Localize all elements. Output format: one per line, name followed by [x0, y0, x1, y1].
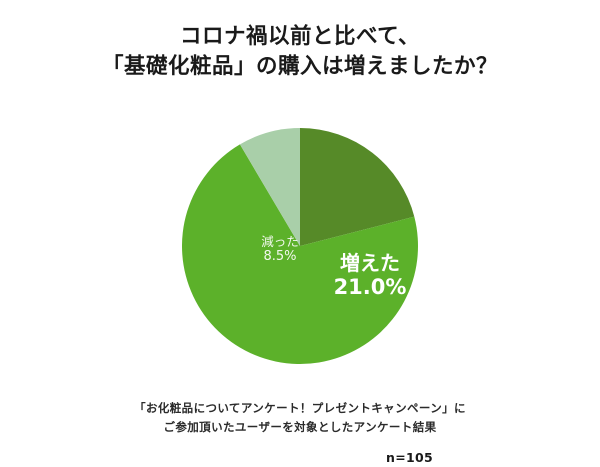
- footnote: 「お化粧品についてアンケート！プレゼントキャンペーン」に ご参加頂いたユーザーを…: [0, 399, 600, 437]
- title-line-2: 「基礎化粧品」の購入は増えましたか？: [101, 54, 498, 79]
- pie-chart: 増えた 21.0% 変わらない 70.5% 減った 8.5% n=105: [0, 100, 600, 465]
- page-title: コロナ禍以前と比べて、 「基礎化粧品」の購入は増えましたか？: [0, 22, 600, 82]
- footnote-line-2: ご参加頂いたユーザーを対象としたアンケート結果: [163, 420, 437, 434]
- pie-slices: [182, 128, 418, 364]
- title-line-1: コロナ禍以前と比べて、: [179, 24, 421, 49]
- pie-svg: [182, 128, 418, 364]
- footnote-line-1: 「お化粧品についてアンケート！プレゼントキャンペーン」に: [134, 401, 466, 415]
- pie-label-same-name: 変わらない: [220, 370, 336, 396]
- pie-slice-decreased[interactable]: [239, 128, 300, 246]
- pie-slice-same[interactable]: [182, 144, 418, 364]
- sample-size-annotation: n=105: [386, 450, 433, 465]
- pie-slice-increased[interactable]: [300, 128, 415, 246]
- pie-graphic: [182, 128, 418, 364]
